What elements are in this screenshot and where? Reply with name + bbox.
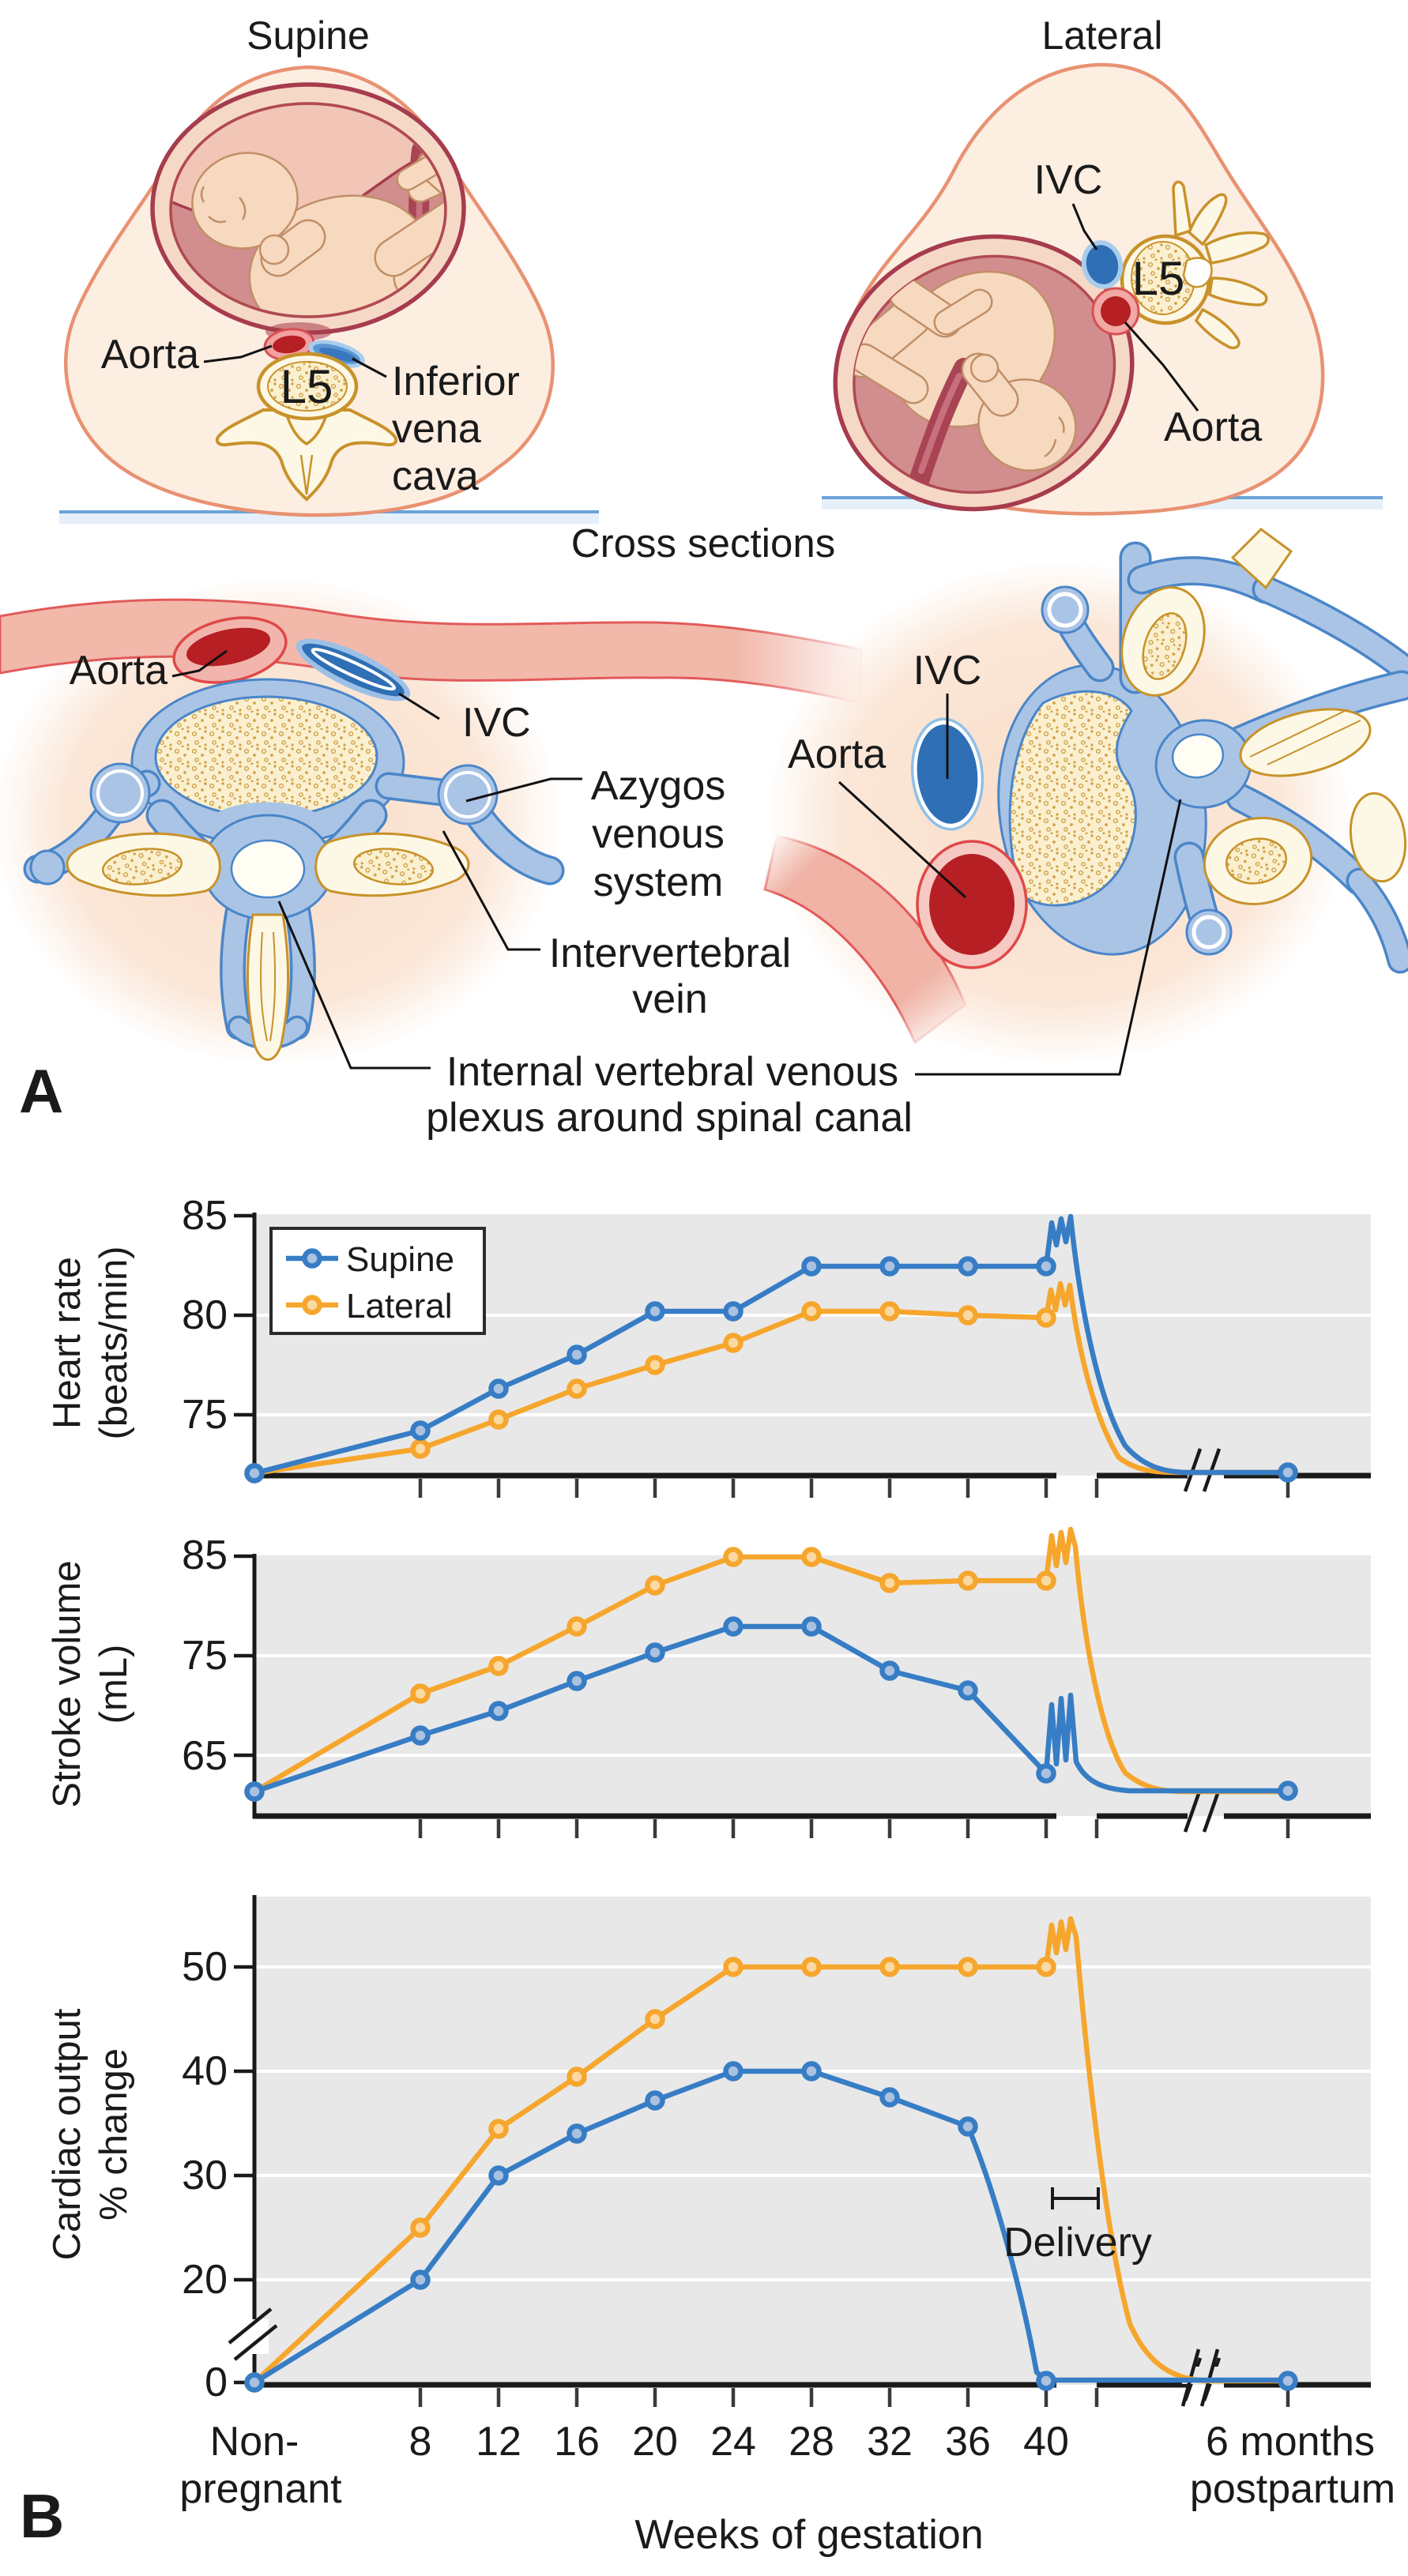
svg-text:Delivery: Delivery [1003,2220,1152,2266]
svg-text:vein: vein [632,976,707,1022]
svg-text:Stroke volume: Stroke volume [46,1560,88,1807]
svg-text:IVC: IVC [1034,157,1103,203]
svg-text:20: 20 [632,2419,678,2465]
svg-text:Internal vertebral venous: Internal vertebral venous [446,1049,898,1095]
svg-text:Aorta: Aorta [788,731,886,777]
svg-text:Lateral: Lateral [1042,13,1163,58]
svg-text:system: system [593,859,724,905]
svg-text:Non-: Non- [210,2419,299,2465]
svg-text:0: 0 [205,2360,228,2405]
svg-text:6 months: 6 months [1206,2419,1375,2465]
svg-text:Aorta: Aorta [101,332,199,378]
svg-text:Heart rate: Heart rate [46,1257,88,1429]
svg-text:65: 65 [182,1733,228,1779]
svg-text:Inferior: Inferior [392,359,520,404]
svg-text:40: 40 [182,2048,228,2094]
svg-text:40: 40 [1023,2419,1069,2465]
svg-text:Supine: Supine [247,13,370,58]
svg-text:32: 32 [867,2419,913,2465]
svg-text:B: B [20,2481,64,2551]
svg-text:(mL): (mL) [92,1645,135,1724]
svg-text:% change: % change [92,2048,135,2221]
svg-text:24: 24 [710,2419,756,2465]
svg-text:Azygos: Azygos [591,763,726,809]
svg-text:IVC: IVC [913,648,982,694]
svg-text:80: 80 [182,1292,228,1338]
svg-text:85: 85 [182,1193,228,1239]
svg-text:(beats/min): (beats/min) [92,1246,135,1439]
svg-text:IVC: IVC [462,700,531,746]
svg-text:8: 8 [409,2419,432,2465]
svg-text:Intervertebral: Intervertebral [549,931,791,976]
svg-text:cava: cava [392,453,479,499]
svg-text:vena: vena [392,406,481,452]
svg-text:A: A [19,1056,63,1126]
svg-text:16: 16 [554,2419,600,2465]
svg-text:Cross sections: Cross sections [571,521,835,566]
svg-text:Supine: Supine [346,1240,454,1279]
svg-text:Weeks of gestation: Weeks of gestation [634,2512,983,2558]
svg-text:Aorta: Aorta [1164,404,1262,450]
svg-text:Lateral: Lateral [346,1287,453,1326]
svg-text:pregnant: pregnant [179,2466,342,2512]
svg-text:75: 75 [182,1392,228,1438]
svg-text:12: 12 [476,2419,521,2465]
svg-text:plexus around spinal canal: plexus around spinal canal [426,1095,913,1141]
svg-text:50: 50 [182,1944,228,1990]
svg-text:L5: L5 [1132,252,1185,305]
svg-text:30: 30 [182,2153,228,2198]
svg-text:85: 85 [182,1532,228,1578]
svg-text:20: 20 [182,2257,228,2303]
svg-text:L5: L5 [280,360,333,413]
svg-text:36: 36 [945,2419,991,2465]
svg-text:28: 28 [789,2419,834,2465]
svg-text:venous: venous [592,811,725,857]
svg-text:75: 75 [182,1633,228,1679]
svg-text:Aorta: Aorta [70,648,168,694]
svg-text:Cardiac output: Cardiac output [46,2008,88,2260]
svg-text:postpartum: postpartum [1190,2466,1395,2512]
